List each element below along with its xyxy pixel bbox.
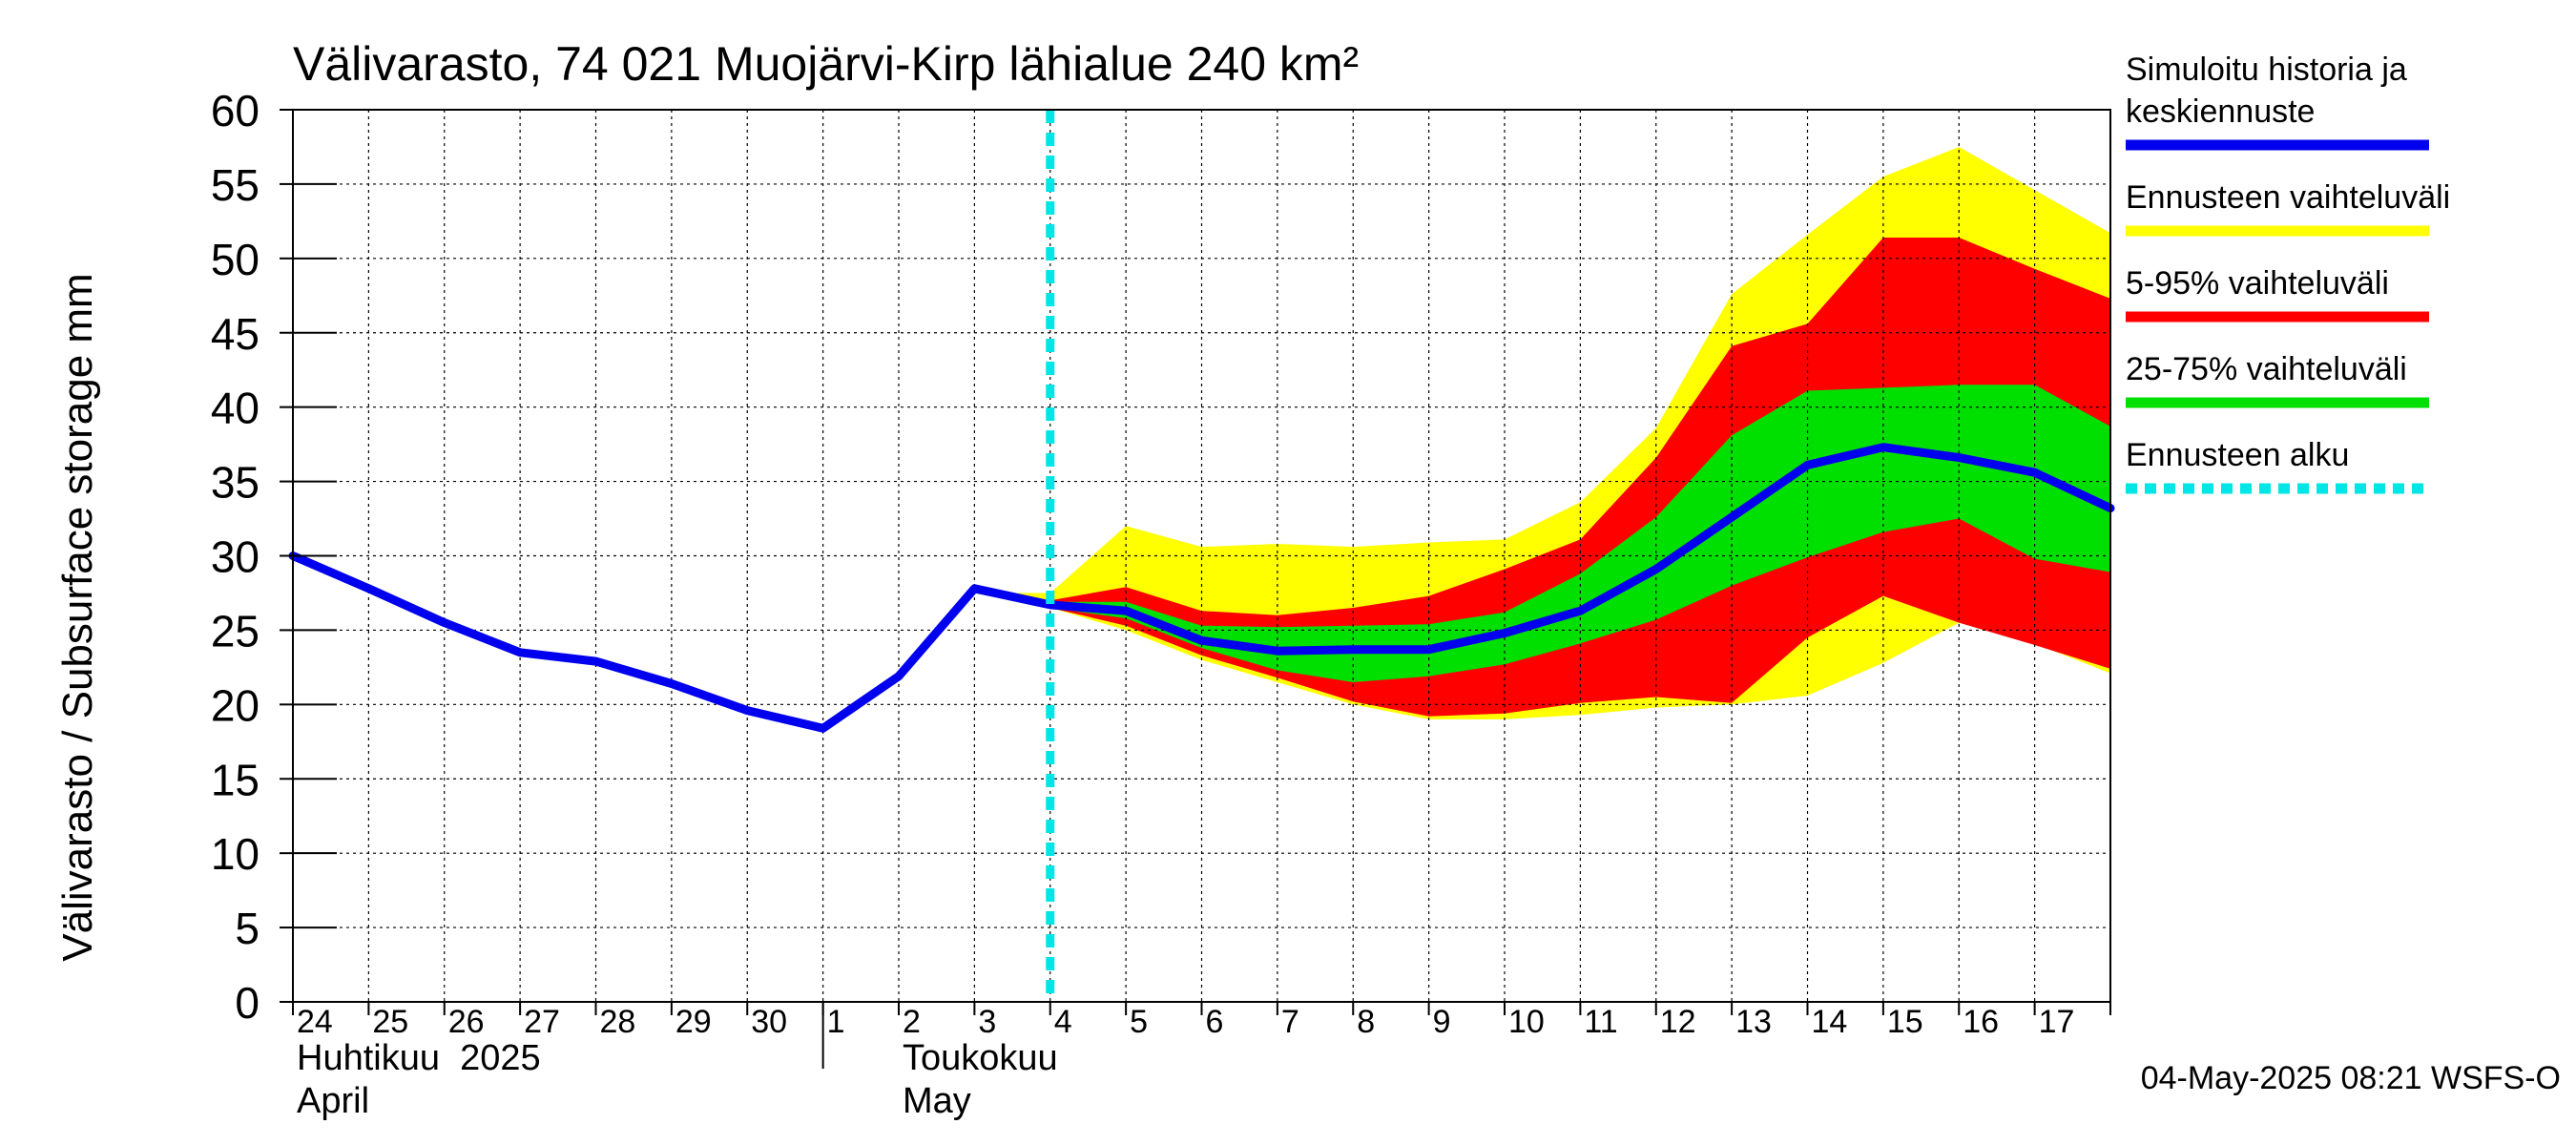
y-tick-label: 55 xyxy=(211,160,260,210)
month-label-secondary: May xyxy=(903,1081,971,1121)
y-tick-label: 15 xyxy=(211,755,260,804)
x-tick-label: 27 xyxy=(524,1004,560,1040)
x-tick-label: 17 xyxy=(2039,1004,2075,1040)
y-tick-label: 35 xyxy=(211,458,260,508)
x-tick-label: 15 xyxy=(1887,1004,1923,1040)
legend: Simuloitu historia ja keskiennuste Ennuste… xyxy=(2126,52,2450,494)
x-tick-label: 10 xyxy=(1508,1004,1545,1040)
x-tick-label: 8 xyxy=(1357,1004,1375,1040)
x-tick-label: 30 xyxy=(751,1004,787,1040)
series-line-median xyxy=(288,443,2115,733)
x-tick-label: 2 xyxy=(903,1004,921,1040)
y-tick-label: 0 xyxy=(235,978,260,1028)
x-tick-label: 6 xyxy=(1206,1004,1224,1040)
y-tick-label: 20 xyxy=(211,680,260,730)
x-tick-label: 25 xyxy=(372,1004,408,1040)
timestamp: 04-May-2025 08:21 WSFS-O xyxy=(2141,1060,2561,1096)
y-tick-label: 50 xyxy=(211,235,260,284)
x-tick-label: 1 xyxy=(827,1004,845,1040)
y-axis-label: Välivarasto / Subsurface storage mm xyxy=(54,273,101,961)
x-tick-label: 7 xyxy=(1281,1004,1299,1040)
x-tick-label: 13 xyxy=(1735,1004,1772,1040)
x-tick-label: 5 xyxy=(1130,1004,1148,1040)
y-tick-label: 60 xyxy=(211,86,260,135)
x-axis-ticks: 24 25 26 27 28 29 30 1 2 3 4 5 6 7 8 9 10 11 12 13 14 15 16 17 xyxy=(292,1002,2111,1040)
month-label-primary: Toukokuu xyxy=(903,1038,1058,1078)
y-tick-label: 25 xyxy=(211,606,260,656)
y-tick-label: 30 xyxy=(211,532,260,582)
x-tick-label: 14 xyxy=(1812,1004,1848,1040)
y-tick-label: 5 xyxy=(235,904,260,953)
y-tick-label: 40 xyxy=(211,384,260,433)
legend-label: keskiennuste xyxy=(2126,94,2315,130)
month-label-primary: Huhtikuu 2025 xyxy=(297,1038,541,1078)
y-tick-label: 10 xyxy=(211,829,260,879)
x-tick-label: 24 xyxy=(297,1004,333,1040)
legend-label: 25-75% vaihteluväli xyxy=(2126,351,2407,387)
x-tick-label: 9 xyxy=(1433,1004,1451,1040)
y-tick-label: 45 xyxy=(211,309,260,359)
band-p5-95 xyxy=(974,238,2110,717)
x-tick-label: 26 xyxy=(448,1004,485,1040)
chart-title: Välivarasto, 74 021 Muojärvi-Kirp lähial… xyxy=(293,37,1359,91)
x-tick-label: 16 xyxy=(1963,1004,1999,1040)
y-axis-ticks: 0 5 10 15 20 25 30 35 40 45 50 55 60 xyxy=(211,86,337,1028)
x-tick-label: 12 xyxy=(1660,1004,1696,1040)
legend-label: Simuloitu historia ja xyxy=(2126,52,2407,88)
month-label-secondary: April xyxy=(297,1081,369,1121)
x-tick-label: 11 xyxy=(1584,1004,1617,1040)
legend-label: 5-95% vaihteluväli xyxy=(2126,265,2389,302)
x-tick-label: 29 xyxy=(675,1004,712,1040)
x-tick-label: 3 xyxy=(978,1004,996,1040)
x-tick-label: 28 xyxy=(600,1004,636,1040)
series-lines xyxy=(288,443,2115,733)
legend-label: Ennusteen vaihteluväli xyxy=(2126,179,2450,216)
x-tick-label: 4 xyxy=(1054,1004,1072,1040)
legend-label: Ennusteen alku xyxy=(2126,437,2349,473)
